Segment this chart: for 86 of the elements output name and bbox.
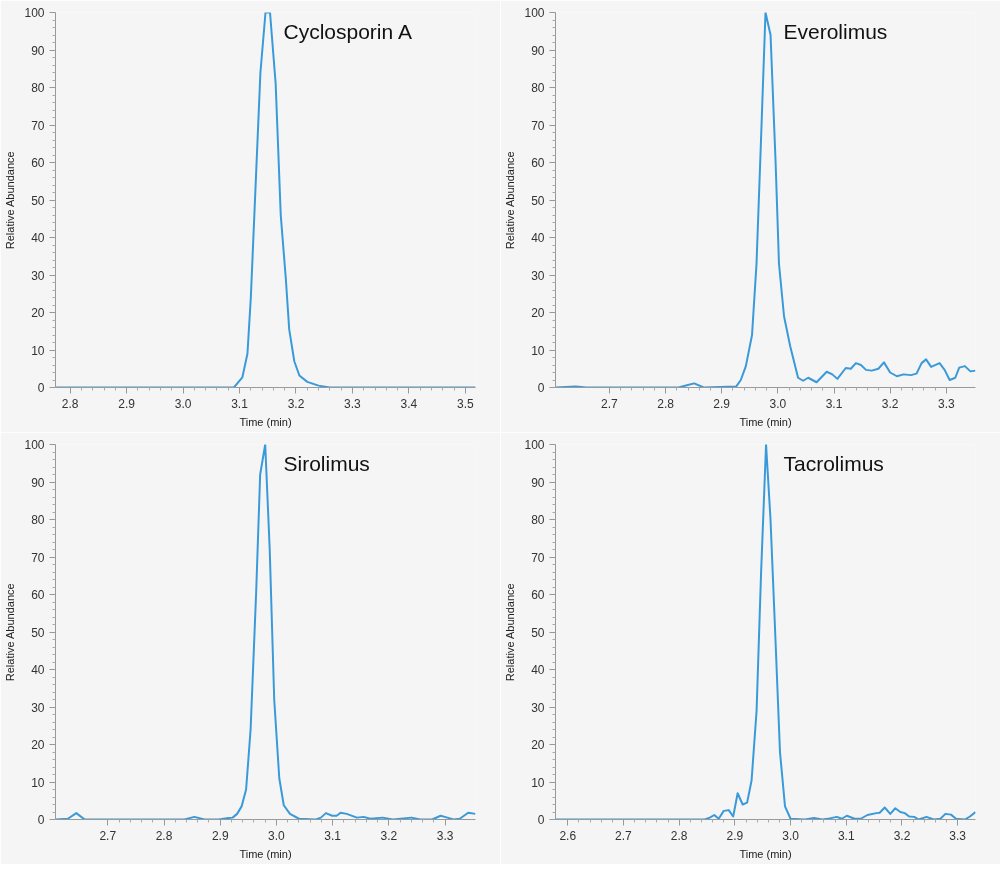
x-tick-label: 2.7 [615,828,633,843]
y-tick-label: 20 [31,306,45,320]
x-tick-label: 2.8 [61,396,79,411]
x-tick-label: 3.2 [287,396,305,411]
x-tick-label: 3.3 [949,828,967,843]
y-axis-title: Relative Abundance [504,151,517,250]
y-tick-label: 80 [531,81,545,95]
y-tick-label: 10 [31,343,45,358]
y-tick-label: 30 [531,700,545,715]
y-tick-label: 50 [31,625,45,640]
y-tick-label: 70 [31,550,45,565]
chart-title: Tacrolimus [783,451,884,475]
x-axis-title: Time (min) [739,847,792,860]
x-tick-label: 3.3 [344,396,362,411]
y-tick-label: 40 [531,231,545,245]
x-tick-label: 3.0 [268,828,286,843]
x-tick-label: 3.1 [825,396,843,411]
x-tick-label: 2.8 [657,396,675,411]
y-tick-label: 70 [31,118,45,133]
y-tick-label: 40 [531,663,545,677]
y-tick-label: 90 [31,43,45,58]
x-tick-label: 3.1 [231,396,249,411]
x-tick-label: 2.8 [670,828,688,843]
x-tick-label: 3.4 [400,396,418,411]
y-tick-label: 0 [37,381,45,395]
y-tick-label: 20 [531,738,545,752]
y-tick-label: 60 [531,588,545,602]
x-tick-label: 3.3 [436,828,454,843]
x-tick-label: 2.9 [726,828,744,843]
x-tick-label: 2.9 [211,828,229,843]
y-tick-label: 30 [31,268,45,283]
chart-title: Everolimus [783,19,888,43]
x-tick-label: 3.2 [893,828,911,843]
y-tick-label: 40 [31,663,45,677]
y-tick-label: 100 [24,6,45,20]
x-tick-label: 3.0 [174,396,192,411]
y-axis-title: Relative Abundance [504,583,517,682]
x-tick-label: 3.2 [380,828,398,843]
y-tick-label: 20 [531,306,545,320]
y-tick-label: 20 [31,738,45,752]
y-tick-label: 0 [537,813,545,827]
x-tick-label: 2.9 [118,396,136,411]
chart-title: Sirolimus [283,451,370,475]
y-tick-label: 30 [31,700,45,715]
x-tick-label: 3.1 [324,828,342,843]
x-tick-label: 2.7 [601,396,619,411]
x-tick-label: 3.0 [782,828,800,843]
y-tick-label: 70 [531,550,545,565]
x-tick-label: 3.1 [837,828,855,843]
y-tick-label: 60 [31,588,45,602]
x-axis-title: Time (min) [739,415,792,428]
y-axis-title: Relative Abundance [4,151,17,250]
y-tick-label: 100 [524,6,545,20]
y-tick-label: 50 [531,625,545,640]
y-tick-label: 0 [37,813,45,827]
y-tick-label: 10 [531,775,545,790]
y-tick-label: 70 [531,118,545,133]
x-tick-label: 2.9 [713,396,731,411]
x-tick-label: 2.7 [99,828,117,843]
chart-title: Cyclosporin A [283,19,412,43]
y-tick-label: 80 [531,513,545,527]
x-tick-label: 3.5 [457,396,475,411]
y-tick-label: 10 [31,775,45,790]
y-tick-label: 0 [537,381,545,395]
y-tick-label: 90 [31,475,45,490]
y-tick-label: 40 [31,231,45,245]
x-tick-label: 3.3 [937,396,955,411]
y-tick-label: 10 [531,343,545,358]
y-tick-label: 50 [31,193,45,208]
x-tick-label: 2.8 [155,828,173,843]
y-tick-label: 30 [531,268,545,283]
y-tick-label: 60 [31,156,45,170]
y-axis-title: Relative Abundance [4,583,17,682]
x-axis-title: Time (min) [239,415,292,428]
x-tick-label: 2.6 [559,828,577,843]
y-tick-label: 80 [31,81,45,95]
y-tick-label: 100 [24,438,45,452]
y-tick-label: 60 [531,156,545,170]
y-tick-label: 50 [531,193,545,208]
y-tick-label: 90 [531,475,545,490]
y-tick-label: 100 [524,438,545,452]
y-tick-label: 90 [531,43,545,58]
y-tick-label: 80 [31,513,45,527]
x-tick-label: 3.0 [769,396,787,411]
x-axis-title: Time (min) [239,847,292,860]
x-tick-label: 3.2 [881,396,899,411]
